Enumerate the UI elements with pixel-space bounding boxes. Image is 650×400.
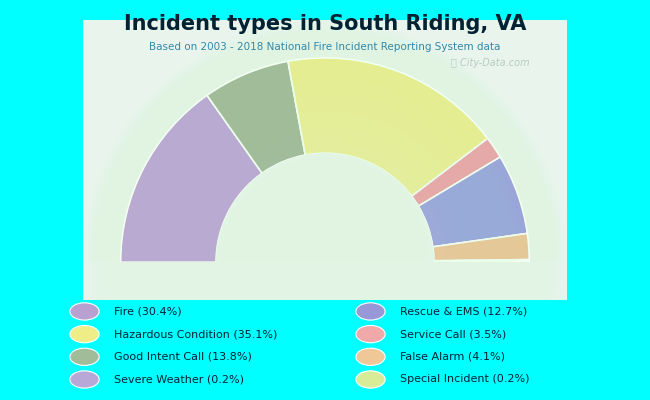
Ellipse shape: [356, 303, 385, 320]
Text: Fire (30.4%): Fire (30.4%): [114, 306, 181, 316]
Bar: [83, 262, 567, 300]
Text: ⓘ City-Data.com: ⓘ City-Data.com: [450, 58, 529, 68]
Ellipse shape: [356, 348, 385, 366]
Text: Incident types in South Riding, VA: Incident types in South Riding, VA: [124, 14, 526, 34]
Text: Severe Weather (0.2%): Severe Weather (0.2%): [114, 374, 244, 384]
Text: Based on 2003 - 2018 National Fire Incident Reporting System data: Based on 2003 - 2018 National Fire Incid…: [150, 42, 500, 52]
Wedge shape: [434, 261, 529, 262]
Text: Service Call (3.5%): Service Call (3.5%): [400, 329, 506, 339]
Wedge shape: [288, 58, 488, 196]
Text: Good Intent Call (13.8%): Good Intent Call (13.8%): [114, 352, 252, 362]
Wedge shape: [121, 95, 262, 262]
Circle shape: [216, 153, 434, 371]
Wedge shape: [207, 61, 306, 173]
Text: Special Incident (0.2%): Special Incident (0.2%): [400, 374, 529, 384]
Ellipse shape: [70, 371, 99, 388]
Ellipse shape: [356, 326, 385, 343]
Wedge shape: [419, 157, 527, 247]
Ellipse shape: [70, 303, 99, 320]
Wedge shape: [434, 260, 529, 262]
Ellipse shape: [356, 371, 385, 388]
Wedge shape: [433, 233, 529, 261]
Ellipse shape: [70, 348, 99, 366]
Text: Rescue & EMS (12.7%): Rescue & EMS (12.7%): [400, 306, 527, 316]
Text: False Alarm (4.1%): False Alarm (4.1%): [400, 352, 505, 362]
Text: Hazardous Condition (35.1%): Hazardous Condition (35.1%): [114, 329, 277, 339]
Ellipse shape: [70, 326, 99, 343]
Wedge shape: [411, 138, 500, 206]
